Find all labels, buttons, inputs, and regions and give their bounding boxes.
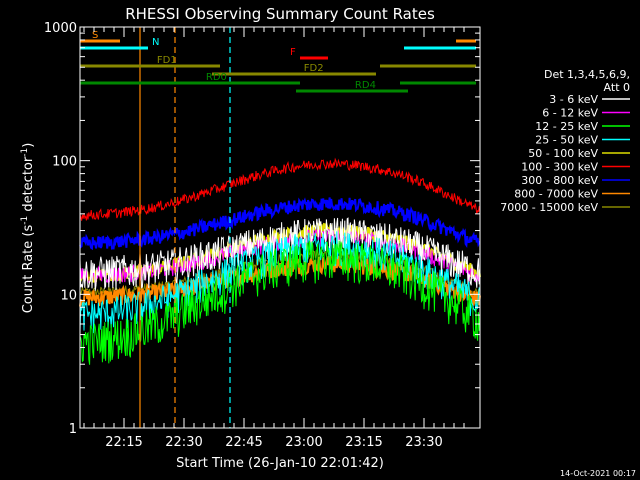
flag-label-F: F: [290, 47, 296, 58]
x-tick-label-0: 22:15: [105, 435, 142, 450]
y-axis-label: Count Rate (s-1 detector-1): [20, 143, 36, 314]
x-tick-label-4: 23:15: [345, 435, 382, 450]
flag-label-N: N: [152, 37, 159, 48]
x-tick-label-1: 22:30: [165, 435, 202, 450]
series-line-3-6keV: [79, 217, 481, 291]
legend-label-5: 100 - 300 keV: [521, 161, 598, 174]
legend-label-8: 7000 - 15000 keV: [500, 201, 598, 214]
plot-frame: [79, 26, 481, 429]
chart-title: RHESSI Observing Summary Count Rates: [125, 5, 435, 23]
flag-label-S: S: [92, 30, 98, 41]
series-line-300-800keV: [79, 197, 481, 251]
flag-label-RD4: RD4: [355, 80, 376, 91]
y-tick-label-1: 10: [60, 288, 77, 303]
legend-label-1: 6 - 12 keV: [542, 107, 598, 120]
x-axis-label: Start Time (26-Jan-10 22:01:42): [176, 456, 384, 471]
legend-header-1: Att 0: [604, 81, 630, 94]
legend-label-4: 50 - 100 keV: [528, 147, 598, 160]
y-tick-label-3: 1000: [44, 21, 77, 36]
legend-header-0: Det 1,3,4,5,6,9,: [544, 68, 630, 81]
flag-label-RD0: RD0: [206, 72, 227, 83]
series-line-100-300keV: [79, 157, 481, 221]
x-tick-label-2: 22:45: [225, 435, 262, 450]
legend-label-6: 300 - 800 keV: [521, 174, 598, 187]
x-tick-label-5: 23:30: [405, 435, 442, 450]
legend-label-3: 25 - 50 keV: [535, 134, 598, 147]
flag-label-FD1: FD1: [157, 55, 177, 66]
x-tick-label-3: 23:00: [285, 435, 322, 450]
flag-label-FD2: FD2: [304, 63, 324, 74]
y-tick-label-0: 1: [69, 422, 77, 437]
legend-label-7: 800 - 7000 keV: [514, 188, 598, 201]
plot-area: S N F FD1 FD2 RD0 RD4 1 10 100 1000 22:15 22:30 22:45…: [44, 21, 481, 450]
series-line-12-25keV: [79, 240, 481, 365]
y-tick-label-2: 100: [52, 155, 77, 170]
footer-timestamp: 14-Oct-2021 00:17: [560, 469, 636, 478]
legend-label-0: 3 - 6 keV: [549, 93, 598, 106]
legend-label-2: 12 - 25 keV: [535, 120, 598, 133]
